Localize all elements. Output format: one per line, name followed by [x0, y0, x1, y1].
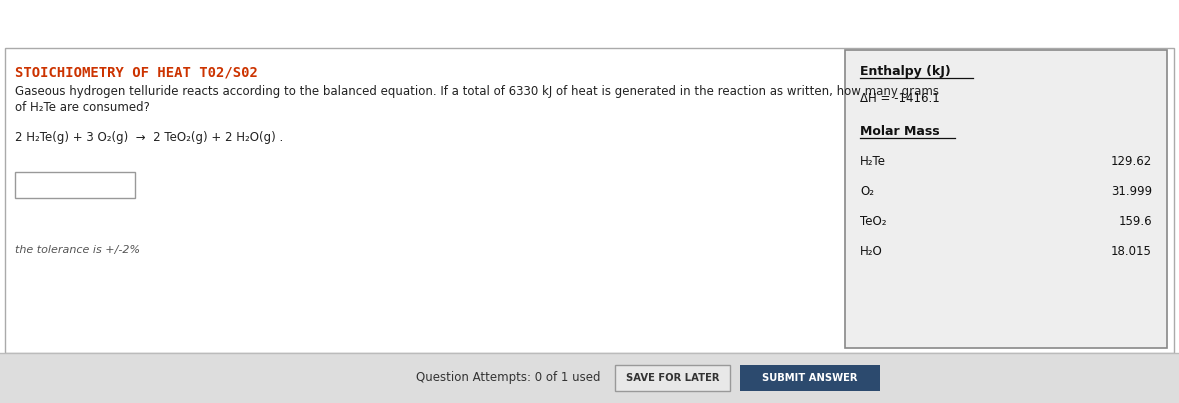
Text: SAVE FOR LATER: SAVE FOR LATER	[626, 373, 719, 383]
Text: STOICHIOMETRY OF HEAT T02/S02: STOICHIOMETRY OF HEAT T02/S02	[15, 65, 258, 79]
FancyBboxPatch shape	[15, 172, 136, 198]
FancyBboxPatch shape	[5, 48, 1174, 353]
Text: 2 H₂Te(g) + 3 O₂(g)  →  2 TeO₂(g) + 2 H₂O(g) .: 2 H₂Te(g) + 3 O₂(g) → 2 TeO₂(g) + 2 H₂O(…	[15, 131, 283, 144]
Text: ΔH = -1416.1: ΔH = -1416.1	[859, 92, 940, 105]
Text: TeO₂: TeO₂	[859, 215, 887, 228]
Text: Question Attempts: 0 of 1 used: Question Attempts: 0 of 1 used	[415, 372, 600, 384]
Text: the tolerance is +/-2%: the tolerance is +/-2%	[15, 245, 140, 255]
Text: H₂Te: H₂Te	[859, 155, 885, 168]
Text: 18.015: 18.015	[1111, 245, 1152, 258]
Text: of H₂Te are consumed?: of H₂Te are consumed?	[15, 101, 150, 114]
Text: 31.999: 31.999	[1111, 185, 1152, 198]
Text: Enthalpy (kJ): Enthalpy (kJ)	[859, 65, 950, 78]
Text: H₂O: H₂O	[859, 245, 883, 258]
Text: Molar Mass: Molar Mass	[859, 125, 940, 138]
FancyBboxPatch shape	[615, 365, 730, 391]
FancyBboxPatch shape	[740, 365, 880, 391]
Text: Gaseous hydrogen telluride reacts according to the balanced equation. If a total: Gaseous hydrogen telluride reacts accord…	[15, 85, 938, 98]
Text: O₂: O₂	[859, 185, 874, 198]
FancyBboxPatch shape	[845, 50, 1167, 348]
Text: 129.62: 129.62	[1111, 155, 1152, 168]
Text: SUBMIT ANSWER: SUBMIT ANSWER	[763, 373, 858, 383]
FancyBboxPatch shape	[0, 353, 1179, 403]
Text: 159.6: 159.6	[1119, 215, 1152, 228]
